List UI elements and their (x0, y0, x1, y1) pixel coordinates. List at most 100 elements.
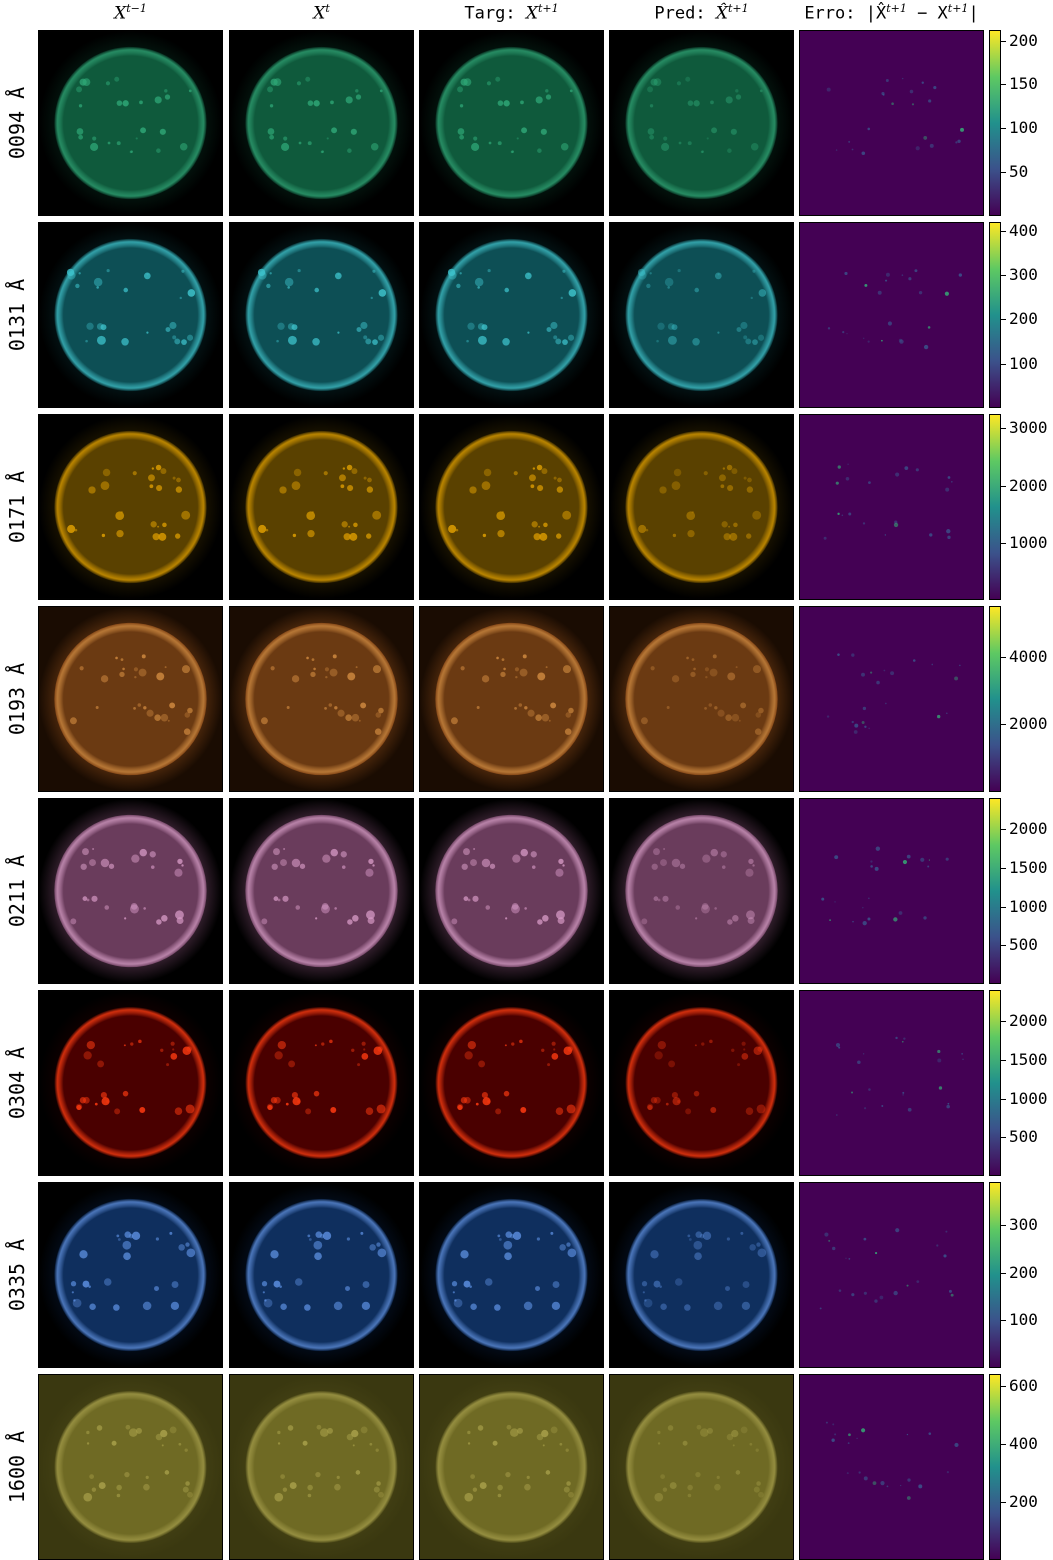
error-spot (902, 1091, 905, 1094)
active-region (156, 919, 162, 925)
error-spot (838, 1289, 842, 1292)
colorbar-tick-label: 400 (1009, 1433, 1038, 1453)
colorbar-tick-label: 100 (1009, 118, 1038, 138)
active-region (457, 86, 464, 93)
error-spot (907, 1478, 911, 1482)
active-region (701, 150, 704, 153)
active-region (379, 89, 383, 93)
error-spot (821, 897, 825, 901)
active-region (562, 864, 565, 867)
active-region (704, 707, 707, 710)
active-region (557, 917, 565, 925)
active-region (460, 78, 468, 86)
active-region (641, 918, 648, 925)
error-spot (928, 859, 930, 861)
active-region (448, 524, 457, 534)
active-region (719, 474, 726, 482)
active-region (66, 268, 75, 277)
colorbar-tick (1001, 945, 1006, 947)
active-region (92, 847, 95, 850)
active-region (710, 100, 714, 105)
error-spot (864, 283, 868, 287)
active-region (360, 702, 367, 709)
active-region (745, 868, 754, 877)
error-spot (895, 1228, 900, 1233)
active-region (347, 672, 356, 681)
active-region (663, 847, 666, 850)
active-region (555, 868, 564, 877)
active-region (349, 532, 358, 541)
error-spot (874, 866, 879, 871)
sun-image-targ (419, 222, 604, 408)
active-region (519, 668, 528, 677)
active-region (506, 1424, 512, 1430)
colorbar (989, 222, 1001, 408)
active-region (277, 1040, 286, 1050)
active-region (114, 1108, 121, 1115)
active-region (467, 1430, 471, 1435)
colorbar-tick-label: 4000 (1009, 646, 1048, 666)
active-region (172, 335, 177, 340)
active-region (314, 1252, 322, 1261)
active-region (79, 78, 87, 86)
error-spot (957, 139, 961, 143)
active-region (527, 709, 535, 717)
error-spot (829, 919, 831, 921)
active-region (565, 712, 572, 718)
active-region (297, 269, 301, 273)
active-region (130, 150, 133, 153)
active-region (129, 1428, 138, 1437)
solar-disk (435, 1198, 588, 1352)
colorbar-tick (1001, 84, 1006, 86)
active-region (472, 895, 479, 902)
active-region (333, 1301, 343, 1311)
active-region (178, 1244, 185, 1251)
active-region (343, 533, 351, 541)
active-region (100, 675, 109, 683)
sun-image-prev (38, 798, 223, 984)
solar-disk (245, 1006, 398, 1160)
active-region (514, 707, 517, 710)
active-region (161, 915, 168, 922)
active-region (265, 528, 269, 532)
colorbar-tick (1001, 1224, 1006, 1226)
active-region (654, 1096, 661, 1104)
error-spot (819, 1307, 822, 1310)
active-region (654, 1492, 664, 1502)
active-region (376, 1242, 381, 1247)
active-region (517, 1427, 523, 1434)
active-region (662, 895, 669, 902)
active-region (671, 481, 681, 490)
active-region (276, 339, 279, 343)
active-region (169, 1426, 177, 1434)
active-region (351, 713, 360, 722)
active-region (327, 1427, 333, 1434)
active-region (321, 904, 330, 914)
active-region (103, 1278, 112, 1286)
active-region (511, 904, 520, 914)
active-region (533, 533, 541, 541)
colorbar (989, 30, 1001, 216)
active-region (116, 1484, 122, 1491)
active-region (186, 1046, 192, 1052)
active-region (722, 467, 726, 470)
active-region (130, 1042, 134, 1046)
active-region (162, 522, 167, 528)
active-region (684, 1304, 691, 1311)
colorbar-tick-label: 300 (1009, 1214, 1038, 1234)
active-region (457, 128, 465, 135)
active-region (735, 1470, 741, 1475)
active-region (538, 525, 541, 528)
active-region (158, 532, 167, 541)
solar-disk (245, 1198, 398, 1352)
active-region (133, 667, 139, 672)
active-region (459, 104, 464, 108)
active-region (496, 511, 506, 521)
active-region (466, 339, 469, 343)
error-spot (863, 1237, 867, 1241)
active-region (138, 1039, 142, 1044)
active-region (678, 141, 682, 145)
active-region (515, 675, 518, 679)
sun-image-pred (609, 222, 794, 408)
active-region (482, 1097, 491, 1106)
